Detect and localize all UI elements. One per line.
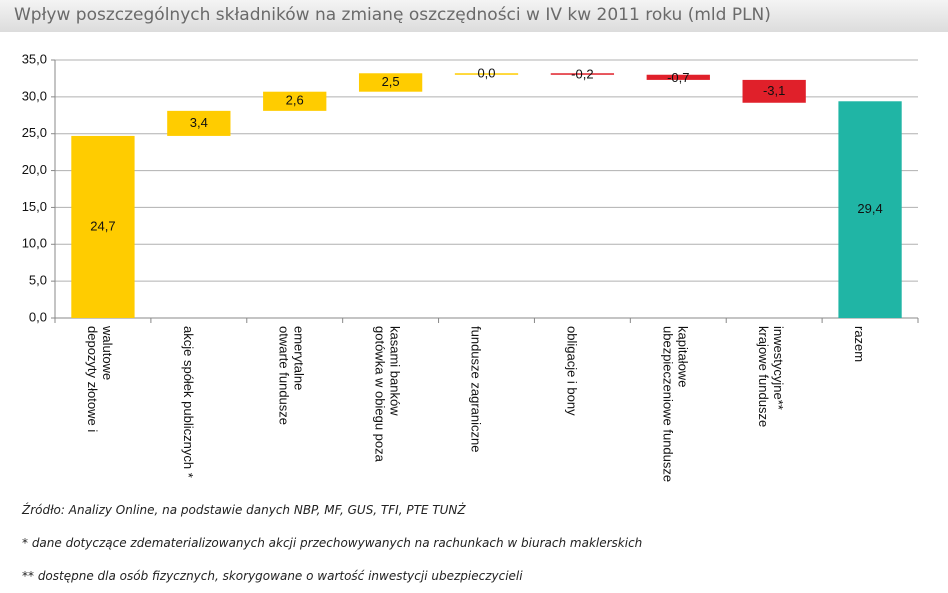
y-tick-label: 35,0 — [22, 51, 47, 66]
bar — [167, 110, 231, 136]
footnote: * dane dotyczące zdematerializowanych ak… — [22, 536, 643, 550]
bar — [742, 79, 806, 103]
x-tick-label: ubezpieczeniowe fundusze kapitałowe — [660, 326, 691, 483]
value-label: -0,7 — [667, 70, 689, 85]
y-tick-label: 30,0 — [22, 88, 47, 103]
value-label: 2,5 — [382, 74, 400, 89]
value-label: 24,7 — [90, 218, 115, 233]
y-tick-label: 10,0 — [22, 236, 47, 251]
bar — [71, 135, 135, 318]
bar — [358, 73, 423, 92]
y-tick-label: 15,0 — [22, 199, 47, 214]
bar — [263, 91, 327, 111]
x-tick-label: depozyty złotowe i walutowe — [84, 326, 115, 433]
y-tick-label: 5,0 — [29, 273, 47, 288]
x-tick-label: otwarte fundusze emerytalne — [276, 326, 307, 426]
y-tick-label: 25,0 — [22, 125, 47, 140]
x-tick-label: krajowe fundusze inwestycyjne** — [756, 326, 787, 428]
bar — [646, 74, 710, 80]
x-tick-label: obligacje i bony — [564, 326, 580, 416]
value-label: 3,4 — [190, 115, 208, 130]
title-bar — [0, 0, 948, 32]
value-label: 0,0 — [477, 66, 495, 81]
bar — [454, 73, 519, 75]
chart-title: Wpływ poszczególnych składników na zmian… — [14, 5, 771, 25]
footnote: Źródło: Analizy Online, na podstawie dan… — [22, 503, 466, 517]
value-label: 2,6 — [286, 93, 304, 108]
bar — [838, 101, 902, 318]
x-tick-label: gotówka w obiegu poza kasami banków — [372, 326, 403, 462]
bar — [550, 73, 615, 75]
value-label: -3,1 — [763, 83, 785, 98]
y-tick-label: 20,0 — [22, 162, 47, 177]
x-tick-label: razem — [852, 326, 868, 363]
x-tick-label: akcje spółek publicznych * — [180, 326, 196, 478]
value-label: -0,2 — [571, 66, 593, 81]
y-tick-label: 0,0 — [29, 309, 47, 324]
x-tick-label: fundusze zagraniczne — [468, 326, 484, 453]
footnote: ** dostępne dla osób fizycznych, skorygo… — [22, 569, 523, 583]
value-label: 29,4 — [857, 201, 882, 216]
